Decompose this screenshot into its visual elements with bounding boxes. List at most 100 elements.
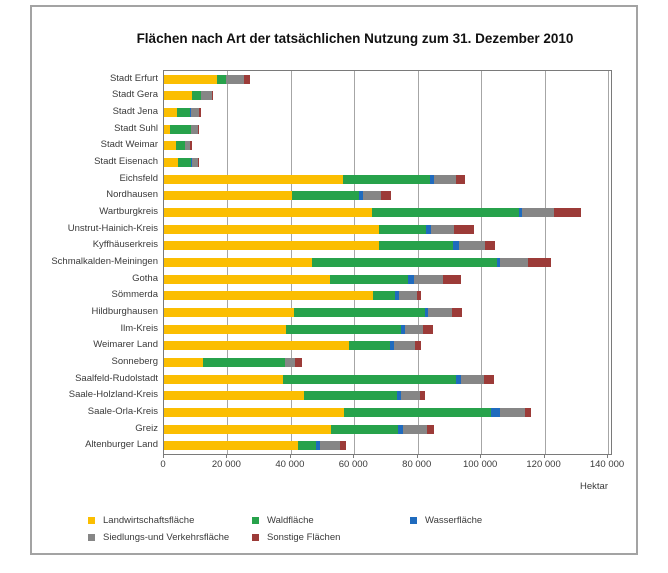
bar-segment bbox=[349, 341, 391, 351]
bar-segment bbox=[175, 141, 185, 151]
bar-segment bbox=[339, 441, 347, 451]
bar-segment bbox=[211, 91, 213, 101]
bar-row bbox=[164, 174, 466, 184]
bar-segment bbox=[164, 357, 204, 367]
legend-item: Waldfläche bbox=[252, 513, 410, 527]
bar-segment bbox=[430, 174, 434, 184]
bar-segment bbox=[500, 258, 529, 267]
bar-segment bbox=[190, 124, 198, 134]
category-label: Schmalkalden-Meiningen bbox=[51, 256, 158, 268]
bar-row bbox=[164, 258, 551, 267]
gridline bbox=[608, 71, 609, 454]
bar-segment bbox=[390, 341, 394, 351]
bar-segment bbox=[426, 424, 435, 434]
bar-segment bbox=[362, 191, 382, 201]
bar-row bbox=[164, 91, 213, 101]
bar-segment bbox=[201, 91, 212, 101]
bar-segment bbox=[164, 341, 350, 351]
bar-segment bbox=[164, 258, 313, 267]
x-tick-label: 20 000 bbox=[211, 459, 241, 470]
category-label: Stadt Weimar bbox=[100, 139, 158, 151]
bar-row bbox=[164, 407, 531, 417]
category-label: Saale-Holzland-Kreis bbox=[68, 389, 158, 401]
bar-segment bbox=[312, 258, 497, 267]
bar-segment bbox=[216, 74, 226, 84]
legend-swatch bbox=[88, 516, 95, 524]
bar-segment bbox=[397, 391, 401, 401]
bar-row bbox=[164, 74, 250, 84]
plot-area bbox=[163, 70, 612, 455]
bar-segment bbox=[292, 191, 360, 201]
bar-segment bbox=[164, 324, 286, 334]
bar-segment bbox=[164, 108, 178, 118]
bar-row bbox=[164, 191, 391, 201]
legend-swatch bbox=[252, 516, 259, 524]
category-label: Gotha bbox=[132, 272, 158, 284]
bar-segment bbox=[177, 158, 192, 168]
bar-segment bbox=[170, 124, 191, 134]
bar-segment bbox=[164, 191, 293, 201]
x-tick-mark bbox=[226, 454, 228, 458]
bar-segment bbox=[461, 374, 485, 384]
bar-segment bbox=[398, 291, 417, 301]
bar-segment bbox=[164, 208, 372, 218]
category-label: Kyffhäuserkreis bbox=[92, 239, 158, 251]
category-label: Hildburghausen bbox=[91, 306, 158, 318]
legend-label: Waldfläche bbox=[267, 514, 314, 526]
legend-swatch bbox=[88, 533, 95, 541]
bar-segment bbox=[456, 374, 462, 384]
category-label: Stadt Eisenach bbox=[94, 156, 158, 168]
bar-segment bbox=[185, 141, 191, 151]
x-tick-label: 60 000 bbox=[338, 459, 368, 470]
category-label: Stadt Suhl bbox=[114, 122, 158, 134]
bar-segment bbox=[164, 441, 299, 451]
x-tick-mark bbox=[543, 454, 545, 458]
bar-row bbox=[164, 241, 496, 251]
bar-segment bbox=[496, 258, 501, 267]
bar-segment bbox=[416, 291, 422, 301]
bar-segment bbox=[330, 274, 409, 284]
legend-label: Sonstige Flächen bbox=[267, 531, 341, 543]
bar-segment bbox=[500, 407, 525, 417]
bar-segment bbox=[484, 241, 496, 251]
bar-segment bbox=[164, 307, 295, 317]
bar-row bbox=[164, 441, 347, 451]
bar-segment bbox=[430, 224, 454, 234]
bar-segment bbox=[243, 74, 250, 84]
legend-label: Wasserfläche bbox=[425, 514, 483, 526]
legend-item: Siedlungs-und Verkehrsfläche bbox=[88, 530, 252, 544]
bar-segment bbox=[425, 307, 429, 317]
category-label: Weimarer Land bbox=[93, 339, 158, 351]
category-label: Unstrut-Hainich-Kreis bbox=[67, 222, 158, 234]
bar-row bbox=[164, 158, 199, 168]
bar-segment bbox=[191, 158, 198, 168]
bar-row bbox=[164, 307, 463, 317]
legend-item: Landwirtschaftsfläche bbox=[88, 513, 252, 527]
bar-segment bbox=[379, 241, 454, 251]
bar-segment bbox=[453, 241, 459, 251]
legend-label: Landwirtschaftsfläche bbox=[103, 514, 195, 526]
category-label: Wartburgkreis bbox=[99, 206, 158, 218]
category-label: Stadt Erfurt bbox=[109, 72, 158, 84]
bar-segment bbox=[197, 158, 199, 168]
bar-segment bbox=[371, 208, 519, 218]
bar-segment bbox=[415, 341, 422, 351]
bar-segment bbox=[164, 174, 343, 184]
bar-row bbox=[164, 424, 435, 434]
bar-row bbox=[164, 391, 425, 401]
bar-segment bbox=[315, 441, 320, 451]
x-tick-label: 120 000 bbox=[526, 459, 561, 470]
legend-item: Sonstige Flächen bbox=[252, 530, 410, 544]
bar-segment bbox=[294, 357, 303, 367]
x-tick-label: 100 000 bbox=[462, 459, 498, 470]
bar-row bbox=[164, 224, 475, 234]
bar-segment bbox=[443, 274, 462, 284]
bar-segment bbox=[284, 357, 286, 367]
legend-swatch bbox=[252, 533, 259, 541]
bar-row bbox=[164, 208, 581, 218]
bar-segment bbox=[164, 141, 176, 151]
bar-row bbox=[164, 324, 433, 334]
bar-segment bbox=[191, 91, 201, 101]
bar-segment bbox=[381, 191, 391, 201]
bar-segment bbox=[423, 324, 433, 334]
